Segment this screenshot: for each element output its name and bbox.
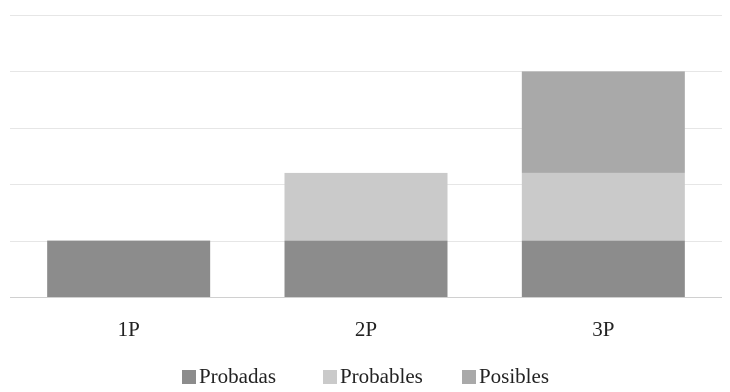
legend-label-probadas: Probadas <box>199 364 276 388</box>
x-axis: 1P 2P 3P <box>10 297 722 341</box>
legend-label-probables: Probables <box>340 364 423 388</box>
legend-swatch-posibles <box>462 370 476 384</box>
bar-3p-probadas <box>521 240 685 297</box>
x-tick-label-3p: 3P <box>592 317 614 341</box>
bars <box>47 71 685 297</box>
legend-label-posibles: Posibles <box>479 364 549 388</box>
legend-swatch-probables <box>323 370 337 384</box>
bar-1p-probadas <box>47 240 211 297</box>
bar-2p-probadas <box>284 240 448 297</box>
bar-2p-probables <box>284 172 448 241</box>
x-tick-label-1p: 1P <box>118 317 140 341</box>
bar-3p-probables <box>521 172 685 241</box>
legend: Probadas Probables Posibles <box>182 364 549 388</box>
bar-3p-posibles <box>521 71 685 173</box>
legend-swatch-probadas <box>182 370 196 384</box>
x-tick-label-2p: 2P <box>355 317 377 341</box>
